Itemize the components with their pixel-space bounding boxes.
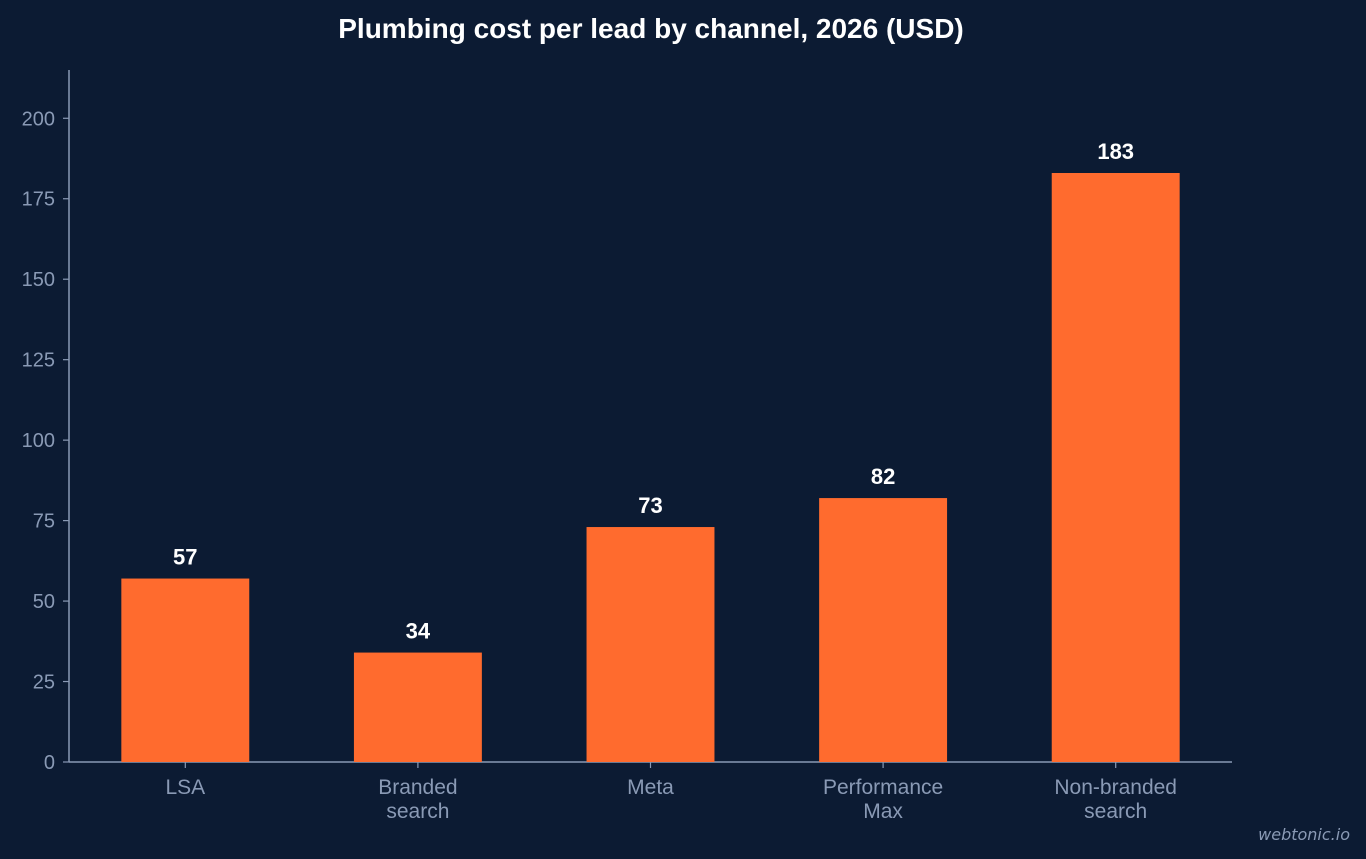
bar bbox=[1051, 172, 1180, 762]
bar bbox=[353, 652, 482, 762]
watermark-text: webtonic.io bbox=[1258, 825, 1350, 844]
x-tick-label: Branded search bbox=[378, 776, 457, 823]
bar-value-label: 82 bbox=[871, 464, 895, 489]
y-tick-label: 200 bbox=[22, 108, 55, 130]
bar-value-label: 73 bbox=[638, 493, 662, 518]
x-tick-label: Meta bbox=[627, 776, 674, 799]
y-tick-label: 50 bbox=[33, 591, 55, 613]
y-tick-label: 175 bbox=[22, 189, 55, 211]
y-tick-label: 25 bbox=[33, 672, 55, 694]
y-tick-label: 125 bbox=[22, 350, 55, 372]
bars bbox=[121, 172, 1180, 762]
bar-value-label: 57 bbox=[173, 545, 197, 570]
value-labels: 57 34 73 82 183 bbox=[173, 139, 1134, 644]
y-tick-label: 75 bbox=[33, 511, 55, 533]
y-axis: 0 25 50 75 100 125 150 175 200 bbox=[22, 70, 70, 774]
y-tick-label: 0 bbox=[44, 752, 55, 774]
x-axis bbox=[69, 761, 1232, 768]
x-tick-label: Non-branded search bbox=[1054, 776, 1177, 823]
bar bbox=[586, 527, 715, 762]
bar-value-label: 34 bbox=[406, 619, 431, 644]
chart-title: Plumbing cost per lead by channel, 2026 … bbox=[338, 13, 964, 44]
y-tick-label: 100 bbox=[22, 430, 55, 452]
category-labels: LSA Branded search Meta Performance Max Non-br… bbox=[165, 776, 1177, 823]
x-tick-label: LSA bbox=[165, 776, 205, 799]
bar-value-label: 183 bbox=[1097, 139, 1134, 164]
bar bbox=[121, 578, 250, 762]
bar bbox=[819, 498, 948, 762]
x-tick-label: Performance Max bbox=[823, 776, 943, 823]
y-tick-label: 150 bbox=[22, 269, 55, 291]
